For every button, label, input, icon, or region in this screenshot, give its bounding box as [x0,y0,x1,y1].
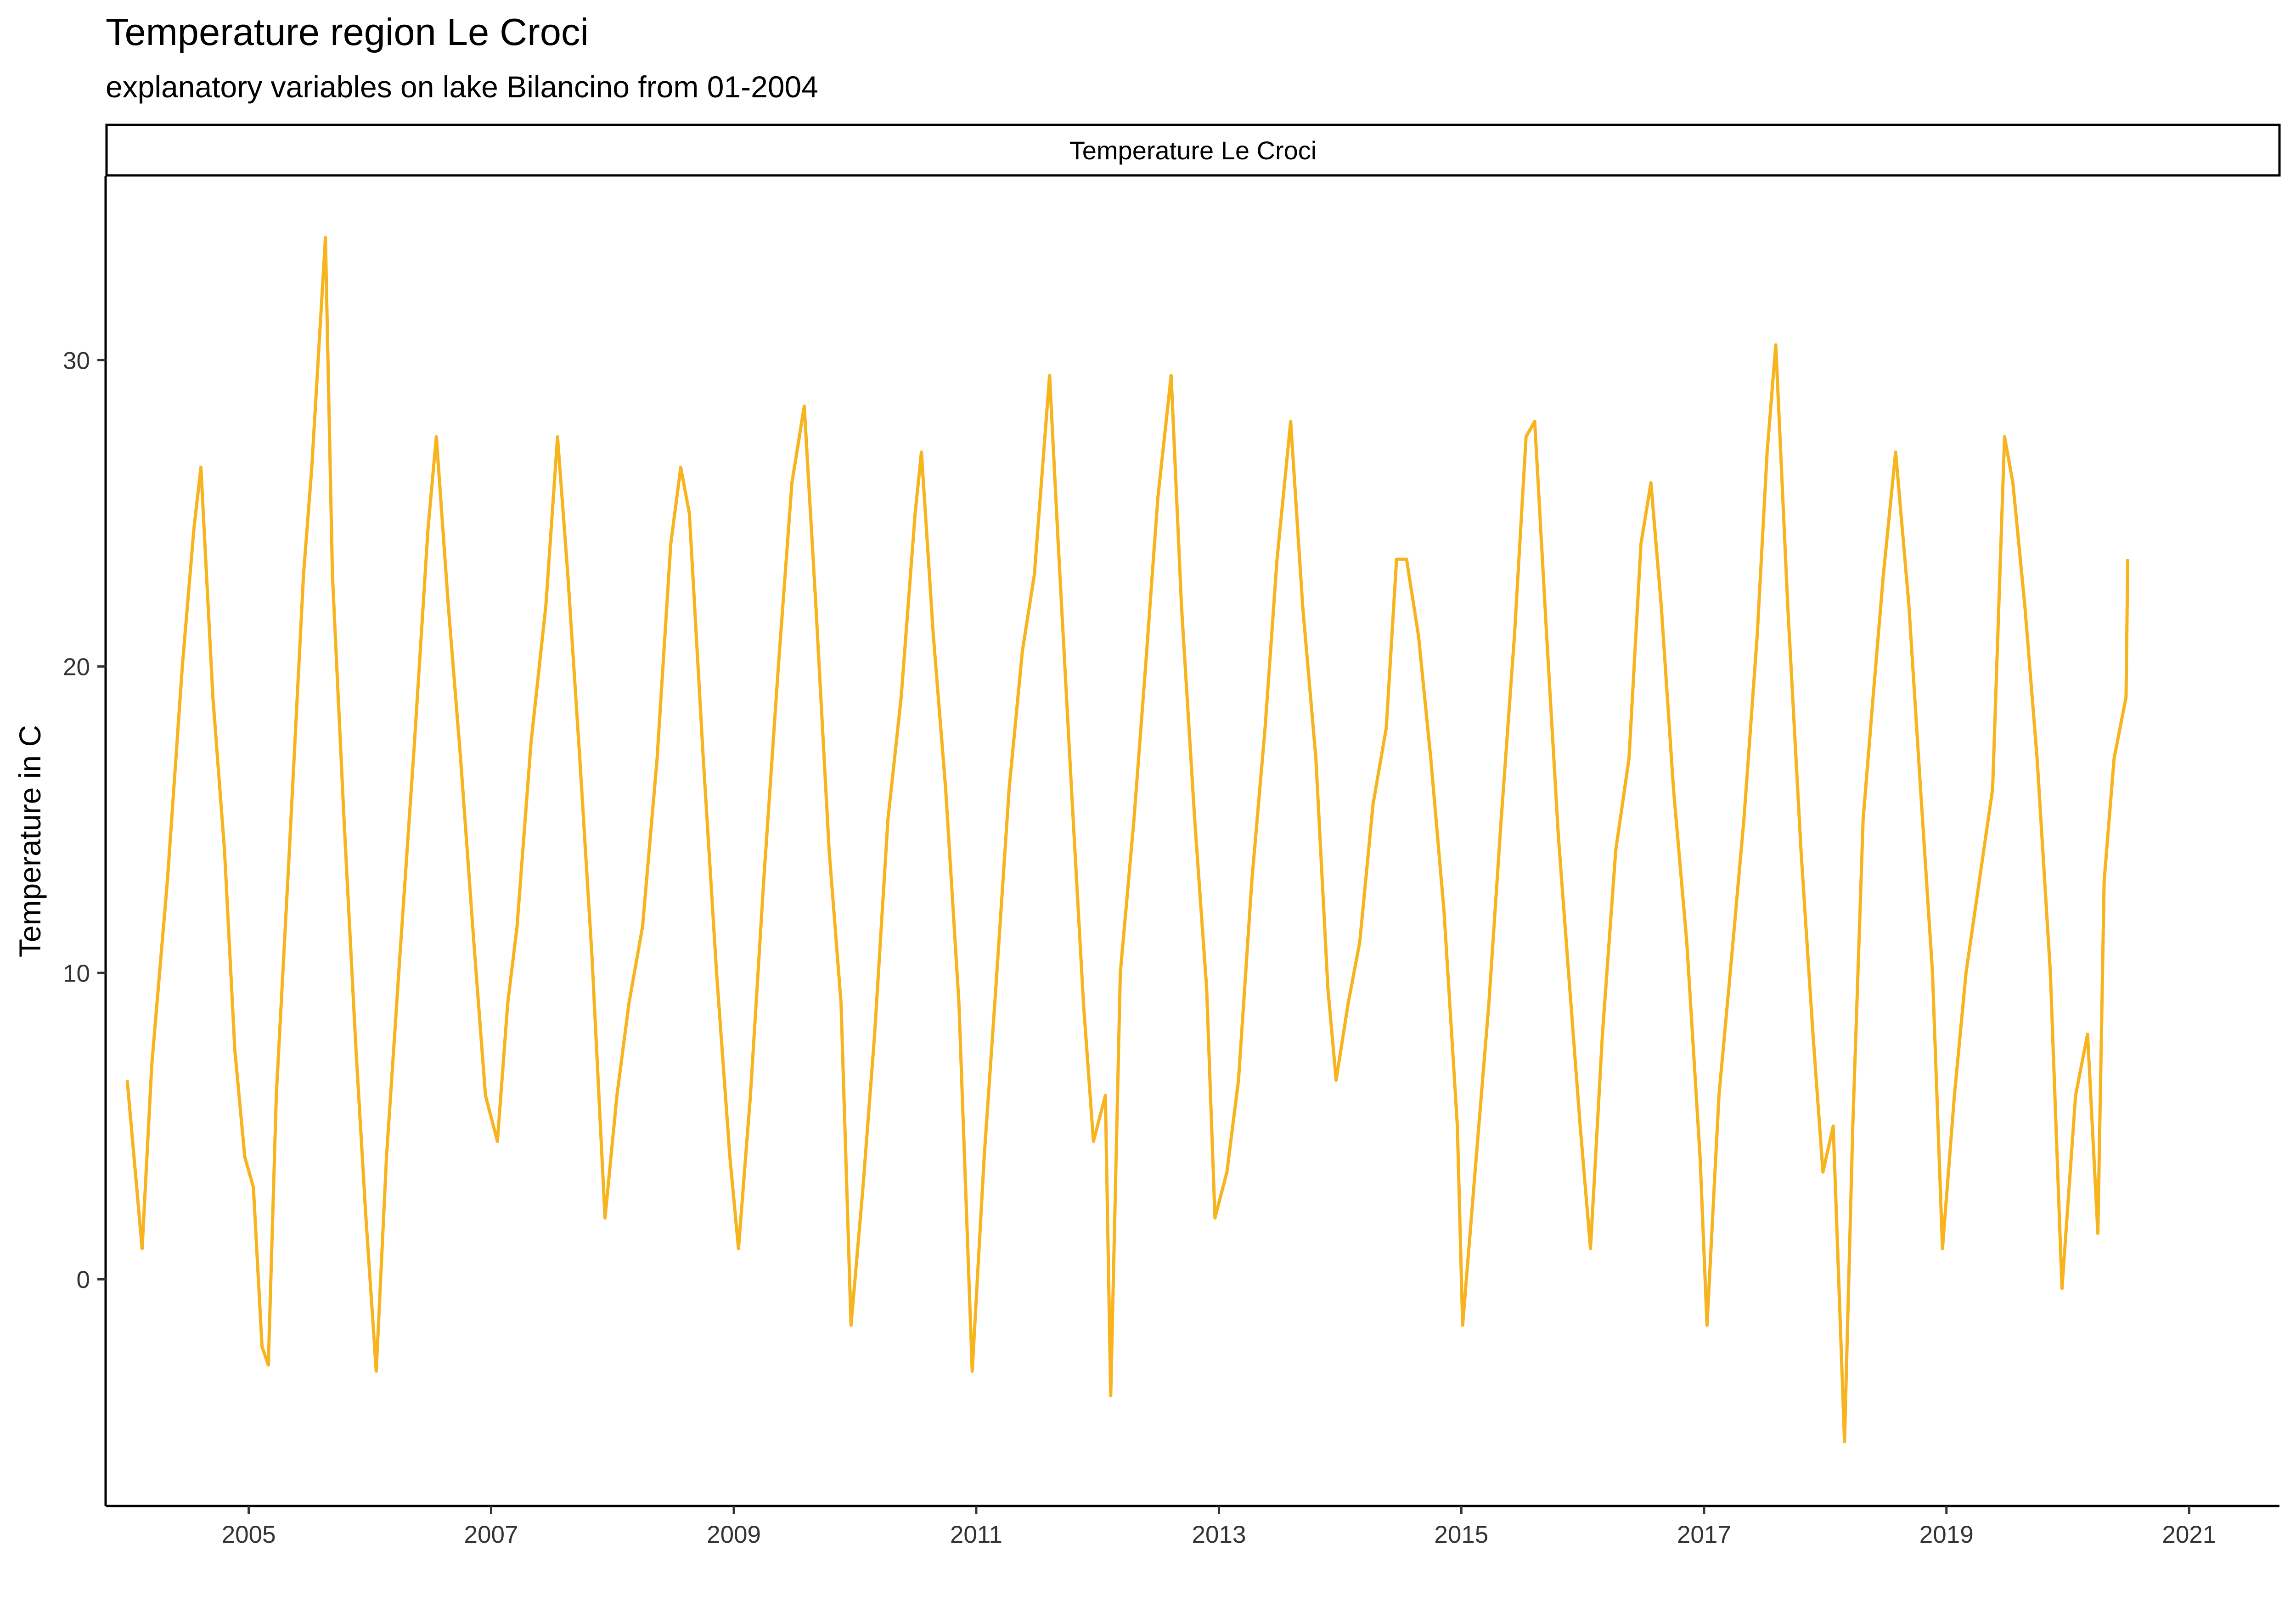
x-tick-label: 2007 [464,1521,518,1548]
x-tick-label: 2013 [1192,1521,1246,1548]
plot-panel [125,236,2130,1444]
chart-subtitle: explanatory variables on lake Bilancino … [106,70,818,104]
x-tick-label: 2017 [1677,1521,1731,1548]
x-tick-label: 2019 [1919,1521,1974,1548]
x-tick-label: 2011 [950,1521,1002,1548]
temperature-series-line [125,236,2130,1444]
y-tick-label: 30 [63,347,90,374]
x-tick-label: 2021 [2162,1521,2216,1548]
y-tick-label: 10 [63,960,90,987]
x-axis-ticks: 2005 2007 2009 2011 2013 2015 2017 2019 2021 [222,1506,2216,1548]
x-tick-label: 2005 [222,1521,276,1548]
x-tick-label: 2009 [707,1521,761,1548]
y-axis-title: Temperature in C [13,725,47,957]
facet-strip [105,124,2281,177]
chart-title: Temperature region Le Croci [106,11,589,53]
facet-label: Temperature Le Croci [1069,136,1317,165]
x-tick-label: 2015 [1434,1521,1488,1548]
y-axis-ticks: 0 10 20 30 [63,347,106,1293]
y-tick-label: 0 [77,1266,90,1293]
y-tick-label: 20 [63,654,90,681]
